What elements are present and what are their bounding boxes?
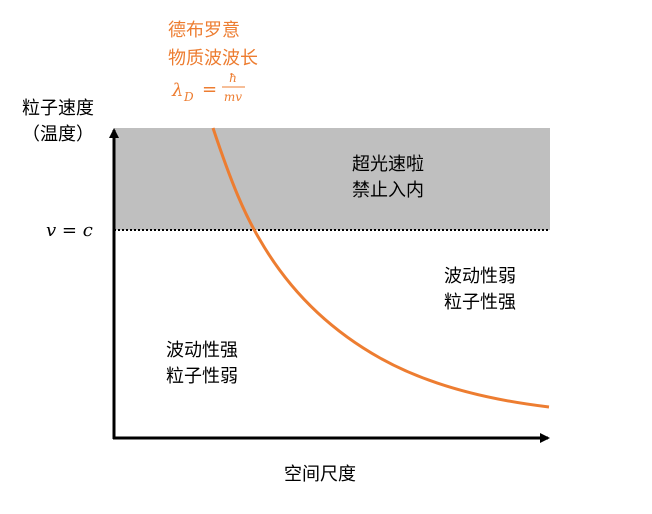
region-label: 波动性弱	[444, 266, 516, 287]
curve-label: 物质波波长	[168, 48, 258, 69]
forbidden-zone	[114, 128, 550, 230]
x-axis-label: 空间尺度	[284, 464, 356, 485]
formula-numerator: ħ	[229, 71, 237, 85]
formula-denominator: mv	[224, 90, 242, 104]
region-label: 粒子性弱	[166, 366, 238, 387]
formula-subscript: D	[183, 90, 194, 104]
formula-symbol: λ	[171, 80, 183, 101]
region-label: 超光速啦	[352, 154, 424, 175]
formula-equals: =	[202, 79, 217, 100]
limit-label: v = c	[46, 220, 93, 241]
wavelength-curve	[211, 127, 550, 409]
region-label: 粒子性强	[444, 292, 516, 313]
region-label: 波动性强	[166, 340, 238, 361]
y-axis-label: （温度）	[22, 124, 94, 145]
y-axis-label: 粒子速度	[22, 98, 94, 119]
curve-label: 德布罗意	[168, 20, 240, 41]
region-label: 禁止入内	[352, 180, 424, 201]
